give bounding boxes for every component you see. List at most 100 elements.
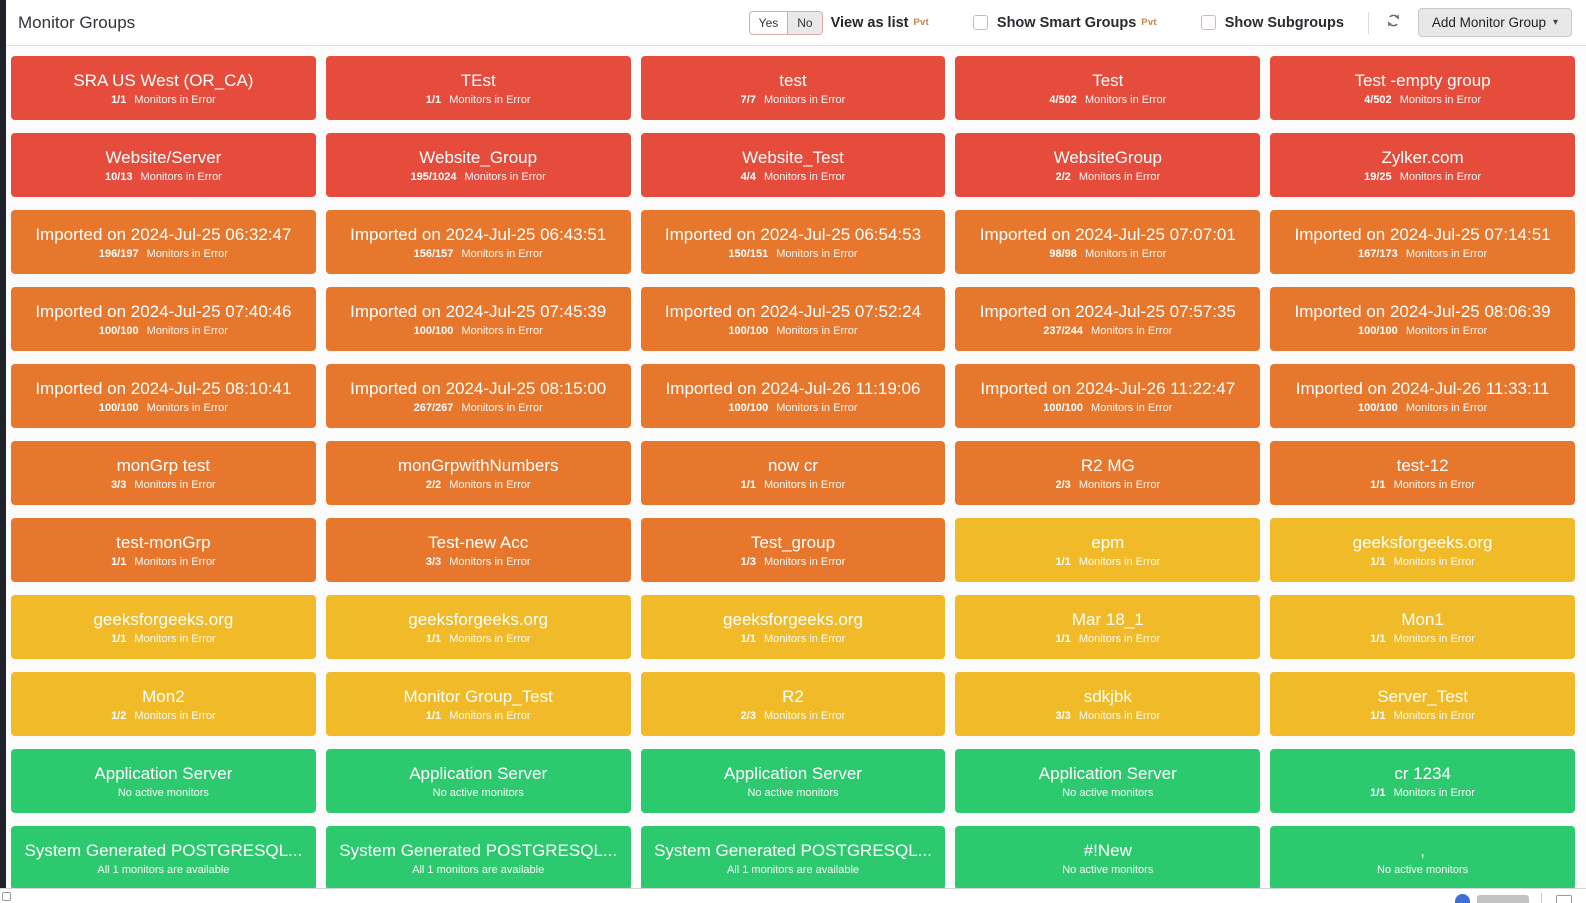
monitor-group-tile[interactable]: Imported on 2024-Jul-25 07:45:39 100/100…: [325, 287, 631, 351]
monitor-group-tile[interactable]: Imported on 2024-Jul-25 08:10:41 100/100…: [11, 364, 316, 428]
add-monitor-group-button[interactable]: Add Monitor Group ▾: [1417, 8, 1572, 37]
monitor-group-tile[interactable]: Test -empty group 4/502 Monitors in Erro…: [1270, 56, 1575, 120]
monitor-group-tile[interactable]: sdkjbk 3/3 Monitors in Error: [955, 672, 1261, 736]
monitor-group-tile[interactable]: geeksforgeeks.org 1/1 Monitors in Error: [325, 595, 631, 659]
monitor-group-status: 4/502 Monitors in Error: [1049, 94, 1166, 106]
show-smart-groups-checkbox[interactable]: [972, 15, 988, 30]
monitor-group-tile[interactable]: geeksforgeeks.org 1/1 Monitors in Error: [11, 595, 316, 659]
monitor-group-tile[interactable]: Imported on 2024-Jul-25 07:07:01 98/98 M…: [955, 210, 1261, 274]
monitor-group-tile[interactable]: Application Server No active monitors: [640, 749, 946, 813]
monitor-group-tile[interactable]: geeksforgeeks.org 1/1 Monitors in Error: [1270, 518, 1575, 582]
monitor-group-status: 2/3 Monitors in Error: [1055, 479, 1160, 491]
monitor-group-tile[interactable]: Application Server No active monitors: [955, 749, 1261, 813]
monitor-error-count: 4/502: [1049, 94, 1077, 106]
monitor-group-tile[interactable]: WebsiteGroup 2/2 Monitors in Error: [955, 133, 1261, 197]
monitor-group-status: No active monitors: [1377, 864, 1468, 876]
monitor-error-count: 267/267: [413, 402, 454, 414]
monitor-error-count: 237/244: [1043, 325, 1083, 337]
monitor-group-tile[interactable]: SRA US West (OR_CA) 1/1 Monitors in Erro…: [11, 56, 316, 120]
monitor-group-status: 267/267 Monitors in Error: [414, 402, 543, 414]
collapsed-sidebar-edge[interactable]: [0, 0, 6, 888]
monitor-group-name: System Generated POSTGRESQL...: [24, 841, 303, 860]
monitor-group-tile[interactable]: Website_Test 4/4 Monitors in Error: [640, 133, 946, 197]
monitor-group-tile[interactable]: Zylker.com 19/25 Monitors in Error: [1270, 133, 1575, 197]
monitor-status-label: Monitors in Error: [134, 556, 216, 568]
monitor-group-tile[interactable]: Imported on 2024-Jul-25 07:52:24 100/100…: [640, 287, 946, 351]
monitor-group-tile[interactable]: now cr 1/1 Monitors in Error: [640, 441, 946, 505]
show-subgroups-control[interactable]: Show Subgroups: [1200, 15, 1344, 31]
monitor-group-status: 150/151 Monitors in Error: [728, 248, 857, 260]
monitor-group-tile[interactable]: Test 4/502 Monitors in Error: [955, 56, 1261, 120]
monitor-status-label: Monitors in Error: [449, 633, 531, 645]
monitor-group-name: Imported on 2024-Jul-25 07:14:51: [1294, 225, 1551, 244]
tile-grid: SRA US West (OR_CA) 1/1 Monitors in Erro…: [0, 46, 1586, 888]
monitor-error-count: 100/100: [413, 325, 454, 337]
monitor-group-tile[interactable]: #!New No active monitors: [955, 826, 1261, 888]
monitor-status-label: Monitors in Error: [776, 248, 858, 260]
monitor-group-tile[interactable]: Test-new Acc 3/3 Monitors in Error: [325, 518, 631, 582]
monitor-group-tile[interactable]: test-monGrp 1/1 Monitors in Error: [11, 518, 316, 582]
monitor-group-tile[interactable]: Imported on 2024-Jul-25 06:43:51 156/157…: [325, 210, 631, 274]
monitor-group-tile[interactable]: Imported on 2024-Jul-26 11:33:11 100/100…: [1270, 364, 1575, 428]
monitor-group-tile[interactable]: Mon2 1/2 Monitors in Error: [11, 672, 316, 736]
monitor-group-status: 100/100 Monitors in Error: [1358, 325, 1487, 337]
monitor-group-name: Imported on 2024-Jul-25 06:32:47: [35, 225, 292, 244]
monitor-group-tile[interactable]: monGrpwithNumbers 2/2 Monitors in Error: [325, 441, 631, 505]
monitor-group-tile[interactable]: System Generated POSTGRESQL... All 1 mon…: [640, 826, 946, 888]
monitor-status-label: Monitors in Error: [764, 710, 846, 722]
monitor-group-tile[interactable]: Imported on 2024-Jul-26 11:19:06 100/100…: [640, 364, 946, 428]
monitor-group-tile[interactable]: Imported on 2024-Jul-25 08:06:39 100/100…: [1270, 287, 1575, 351]
help-icon[interactable]: [1455, 894, 1470, 903]
monitor-error-count: 98/98: [1049, 248, 1077, 260]
monitor-group-status: 167/173 Monitors in Error: [1358, 248, 1487, 260]
monitor-error-count: 1/1: [1370, 479, 1386, 491]
monitor-group-name: cr 1234: [1394, 764, 1451, 783]
monitor-group-tile[interactable]: Mon1 1/1 Monitors in Error: [1270, 595, 1575, 659]
monitor-group-tile[interactable]: TEst 1/1 Monitors in Error: [325, 56, 631, 120]
monitor-status-label: Monitors in Error: [776, 402, 858, 414]
monitor-group-tile[interactable]: Application Server No active monitors: [11, 749, 316, 813]
refresh-button[interactable]: [1383, 10, 1404, 36]
monitor-status-label: Monitors in Error: [146, 325, 228, 337]
monitor-group-tile[interactable]: Website/Server 10/13 Monitors in Error: [11, 133, 316, 197]
monitor-group-status: 237/244 Monitors in Error: [1043, 325, 1172, 337]
monitor-group-tile[interactable]: test 7/7 Monitors in Error: [640, 56, 946, 120]
monitor-group-tile[interactable]: Imported on 2024-Jul-25 07:57:35 237/244…: [955, 287, 1261, 351]
toggle-no-option[interactable]: No: [787, 11, 822, 34]
monitor-group-status: No active monitors: [1062, 864, 1153, 876]
monitor-group-tile[interactable]: Imported on 2024-Jul-25 08:15:00 267/267…: [325, 364, 631, 428]
monitor-group-tile[interactable]: Imported on 2024-Jul-26 11:22:47 100/100…: [955, 364, 1261, 428]
monitor-group-tile[interactable]: geeksforgeeks.org 1/1 Monitors in Error: [640, 595, 946, 659]
monitor-group-tile[interactable]: Website_Group 195/1024 Monitors in Error: [325, 133, 631, 197]
monitor-status-label: Monitors in Error: [764, 94, 846, 106]
monitor-group-tile[interactable]: Mar 18_1 1/1 Monitors in Error: [955, 595, 1261, 659]
monitor-error-count: 100/100: [98, 325, 139, 337]
monitor-group-tile[interactable]: epm 1/1 Monitors in Error: [955, 518, 1261, 582]
monitor-group-tile[interactable]: R2 2/3 Monitors in Error: [640, 672, 946, 736]
monitor-status-label: Monitors in Error: [140, 171, 222, 183]
monitor-group-tile[interactable]: test-12 1/1 Monitors in Error: [1270, 441, 1575, 505]
show-smart-groups-control[interactable]: Show Smart Groups Pvt: [972, 15, 1157, 31]
monitor-group-tile[interactable]: Monitor Group_Test 1/1 Monitors in Error: [325, 672, 631, 736]
monitor-group-tile[interactable]: cr 1234 1/1 Monitors in Error: [1270, 749, 1575, 813]
monitor-status-label: Monitors in Error: [1078, 479, 1161, 491]
monitor-group-tile[interactable]: R2 MG 2/3 Monitors in Error: [955, 441, 1261, 505]
monitor-group-tile[interactable]: Imported on 2024-Jul-25 07:14:51 167/173…: [1270, 210, 1575, 274]
monitor-group-tile[interactable]: System Generated POSTGRESQL... All 1 mon…: [11, 826, 316, 888]
monitor-group-tile[interactable]: Server_Test 1/1 Monitors in Error: [1270, 672, 1575, 736]
monitor-group-tile[interactable]: monGrp test 3/3 Monitors in Error: [11, 441, 316, 505]
monitor-group-tile[interactable]: System Generated POSTGRESQL... All 1 mon…: [325, 826, 631, 888]
monitor-group-tile[interactable]: Imported on 2024-Jul-25 06:54:53 150/151…: [640, 210, 946, 274]
toggle-yes-option[interactable]: Yes: [758, 15, 779, 30]
monitor-group-tile[interactable]: Imported on 2024-Jul-25 06:32:47 196/197…: [11, 210, 316, 274]
monitor-group-tile[interactable]: Application Server No active monitors: [325, 749, 631, 813]
monitor-group-tile[interactable]: Imported on 2024-Jul-25 07:40:46 100/100…: [11, 287, 316, 351]
monitor-group-tile[interactable]: Test_group 1/3 Monitors in Error: [640, 518, 946, 582]
monitor-status-label: Monitors in Error: [1084, 248, 1167, 260]
monitor-group-tile[interactable]: , No active monitors: [1270, 826, 1575, 888]
feedback-icon[interactable]: [1556, 895, 1572, 903]
show-subgroups-checkbox[interactable]: [1200, 15, 1216, 30]
yes-no-toggle[interactable]: Yes No: [748, 10, 823, 35]
account-label-partial: [1477, 895, 1529, 903]
monitor-error-count: 195/1024: [410, 171, 457, 183]
